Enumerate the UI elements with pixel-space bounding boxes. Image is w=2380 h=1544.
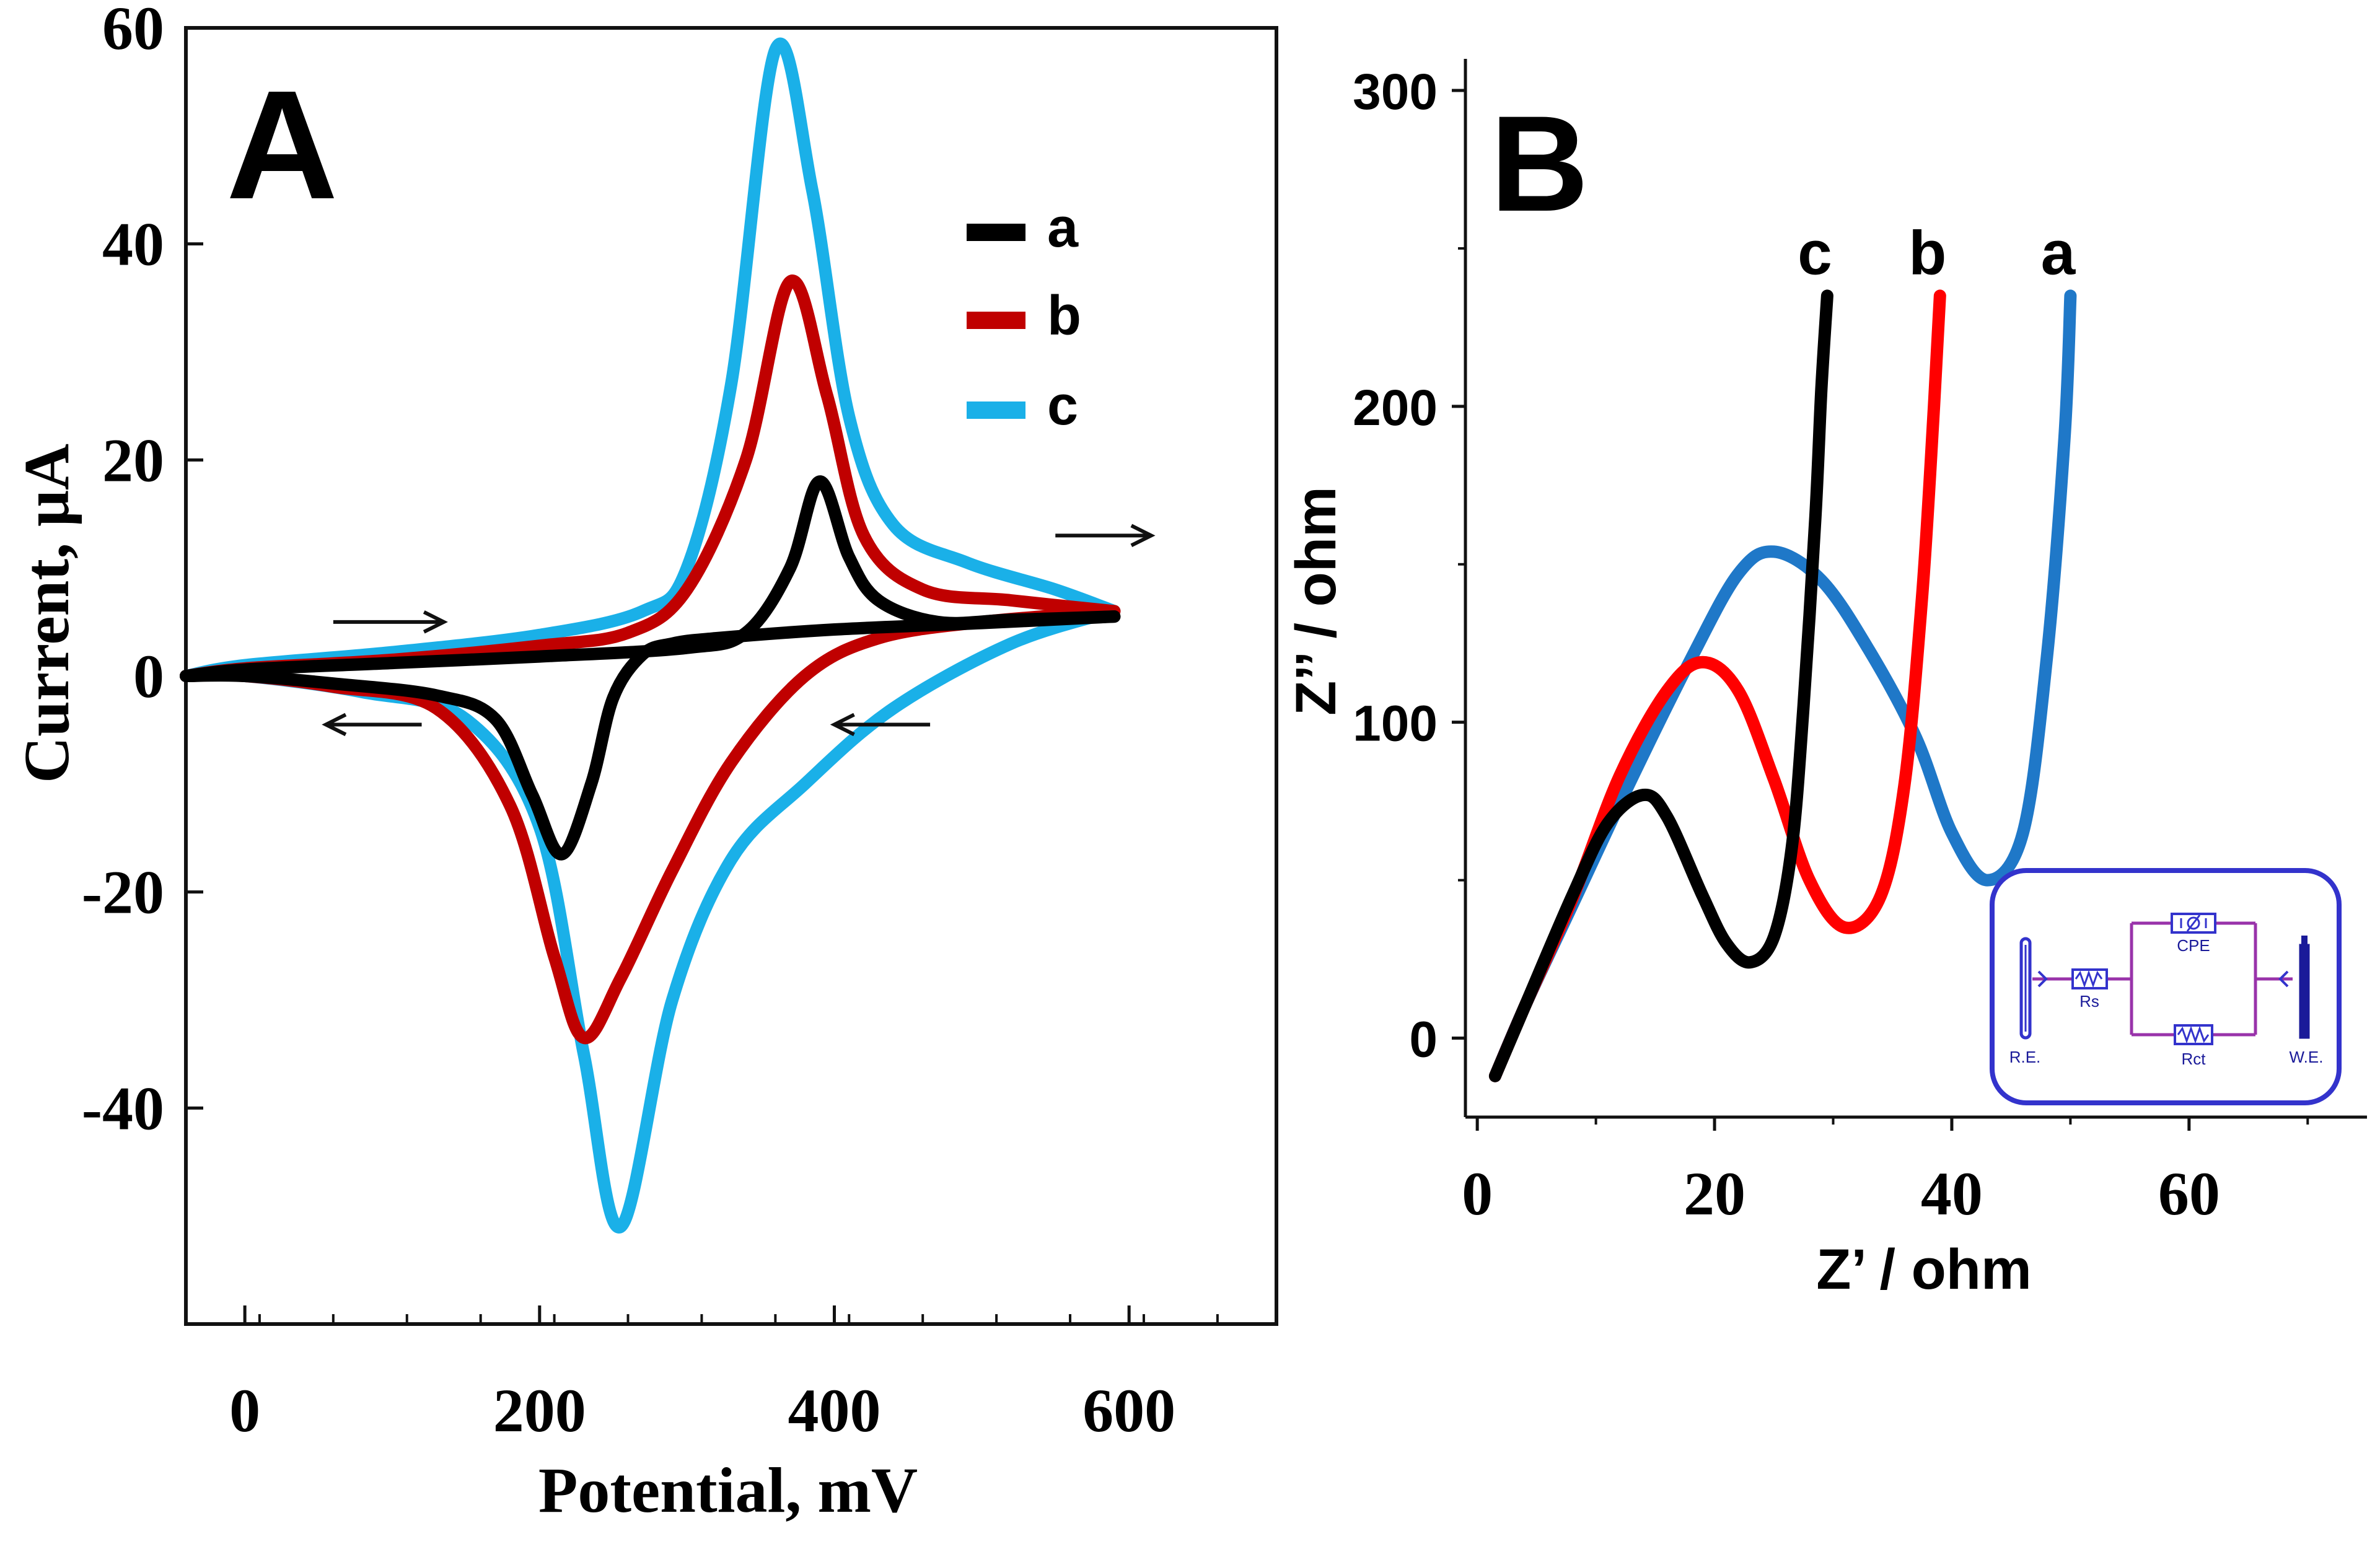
series-c-nyquist-line xyxy=(1488,289,1833,1082)
chart-b: 0 20 40 60 0 100 200 300 a b c B Z’ / ohm Z’’ / o… xyxy=(1284,59,2367,1301)
chart-b-y-axis-label: Z’’ / ohm xyxy=(1284,486,1348,716)
chart-a-legend: a b c xyxy=(967,197,1081,437)
chart-a-x-tick-label: 400 xyxy=(788,1376,880,1445)
chart-b-series-labels: a b c xyxy=(1798,218,2076,287)
chart-b-x-tick-label: 0 xyxy=(1462,1159,1493,1228)
series-c-label: c xyxy=(1798,218,1832,287)
chart-b-tick-labels: 0 20 40 60 0 100 200 300 xyxy=(1353,64,2220,1228)
chart-a-x-tick-label: 200 xyxy=(493,1376,586,1445)
chart-a-y-axis-label: Current, μA xyxy=(11,444,82,783)
legend-label-c: c xyxy=(1047,375,1078,437)
arrow-head-icon xyxy=(1130,524,1156,548)
inset-label-we: W.E. xyxy=(2290,1048,2324,1066)
chart-a-y-tick-label: -20 xyxy=(82,858,164,927)
legend-label-a: a xyxy=(1047,197,1079,259)
rct-resistor-icon xyxy=(2174,1024,2213,1045)
chart-a-y-tick-label: 40 xyxy=(102,210,164,279)
chart-a-x-tick-label: 0 xyxy=(229,1376,260,1445)
chart-a: 0 200 400 600 -40 -20 0 20 40 60 A a b c Potentia… xyxy=(11,0,1278,1526)
inset-frame xyxy=(1990,868,2342,1105)
chart-a-y-tick-label: -40 xyxy=(82,1074,164,1143)
inset-label-rs: Rs xyxy=(2079,992,2099,1011)
chart-b-x-axis-label: Z’ / ohm xyxy=(1816,1238,2032,1301)
series-a-nyquist-line xyxy=(1488,289,2077,1082)
chart-b-axes xyxy=(1452,59,2367,1131)
cpe-element-icon xyxy=(2171,913,2216,934)
arrow-head-icon xyxy=(830,713,855,737)
re-connector-icon xyxy=(2037,970,2048,988)
working-electrode-icon xyxy=(2299,936,2310,1039)
arrow-head-icon xyxy=(322,713,347,737)
chart-a-arrows xyxy=(322,524,1156,737)
series-b-label: b xyxy=(1908,218,1946,287)
chart-b-y-tick-label: 100 xyxy=(1353,696,1438,752)
chart-a-panel-label: A xyxy=(226,58,338,231)
inset-label-re: R.E. xyxy=(2009,1048,2041,1066)
chart-a-x-tick-label: 600 xyxy=(1082,1376,1175,1445)
chart-b-series xyxy=(1488,289,2077,1082)
chart-b-panel-label: B xyxy=(1490,87,1589,240)
series-c-forward-line xyxy=(180,37,1121,682)
series-b-reverse-line xyxy=(180,605,1121,1045)
chart-a-plot-frame xyxy=(184,26,1278,1326)
series-b-nyquist-line xyxy=(1488,289,1946,1082)
chart-a-y-tick-label: 20 xyxy=(102,426,164,494)
chart-a-x-axis-label: Potential, mV xyxy=(538,1455,918,1526)
equivalent-circuit-inset: R.E. Rs CPE Rct W.E. xyxy=(1990,868,2342,1105)
chart-b-y-tick-label: 0 xyxy=(1409,1012,1438,1068)
legend-label-b: b xyxy=(1047,285,1081,347)
series-a-reverse-line xyxy=(180,610,1121,861)
inset-label-cpe: CPE xyxy=(2177,936,2210,955)
chart-a-y-tick-label: 0 xyxy=(133,642,164,711)
rs-resistor-icon xyxy=(2071,968,2108,989)
chart-b-x-tick-label: 20 xyxy=(1684,1159,1745,1228)
chart-a-series xyxy=(180,37,1121,1234)
reference-electrode-icon xyxy=(2019,937,2032,1040)
chart-b-y-tick-label: 200 xyxy=(1353,380,1438,436)
series-a-label: a xyxy=(2041,218,2076,287)
chart-a-y-tick-label: 60 xyxy=(102,0,164,63)
arrow-head-icon xyxy=(423,610,448,634)
circuit-wires xyxy=(2032,921,2293,1037)
chart-b-x-tick-label: 60 xyxy=(2158,1159,2220,1228)
chart-b-x-tick-label: 40 xyxy=(1921,1159,1983,1228)
we-connector-icon xyxy=(2278,970,2289,988)
chart-a-tick-labels: 0 200 400 600 -40 -20 0 20 40 60 xyxy=(82,0,1175,1445)
inset-label-rct: Rct xyxy=(2182,1050,2207,1068)
chart-b-y-tick-label: 300 xyxy=(1353,64,1438,120)
